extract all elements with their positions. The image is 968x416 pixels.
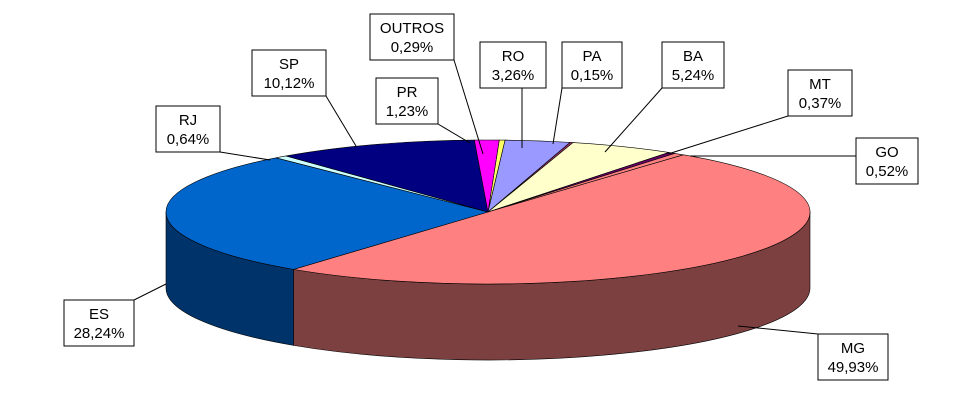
label-mg: MG 49,93% [817, 333, 889, 381]
label-value: 0,52% [866, 163, 909, 180]
label-leader-lines [133, 59, 856, 335]
label-box [479, 41, 547, 89]
label-pa: PA 0,15% [561, 41, 623, 89]
label-box [817, 333, 889, 381]
label-es: ES 28,24% [63, 299, 135, 347]
label-box [661, 41, 725, 89]
leader-pr [437, 123, 471, 144]
label-mt: MT 0,37% [787, 69, 853, 117]
leader-pa [552, 87, 563, 145]
label-value: 0,37% [799, 95, 842, 112]
leader-outros [453, 59, 484, 155]
label-category: PA [583, 48, 602, 65]
label-category: RO [502, 48, 525, 65]
label-category: MT [809, 76, 831, 93]
slice-sp [285, 139, 489, 213]
slice-pr [473, 139, 500, 213]
label-value: 0,29% [391, 39, 434, 56]
label-value: 0,15% [571, 67, 614, 84]
label-category: SP [279, 56, 299, 73]
pie-top-slices [165, 139, 810, 285]
label-box [375, 77, 439, 125]
slice-es [165, 157, 490, 270]
label-rj: RJ 0,64% [155, 105, 221, 153]
label-box [155, 105, 221, 153]
leader-es [133, 283, 167, 301]
label-value: 0,64% [167, 131, 210, 148]
label-value: 10,12% [264, 75, 315, 92]
label-sp: SP 10,12% [251, 49, 327, 97]
leader-sp [325, 95, 357, 147]
label-category: RJ [179, 112, 197, 129]
leader-ba [604, 87, 663, 153]
leader-rj [219, 151, 271, 161]
leader-mg [737, 325, 819, 335]
label-value: 5,24% [672, 67, 715, 84]
label-box [787, 69, 853, 117]
label-pr: PR 1,23% [375, 77, 439, 125]
label-value: 28,24% [74, 325, 125, 342]
label-outros: OUTROS 0,29% [369, 13, 455, 61]
label-value: 1,23% [386, 103, 429, 120]
label-value: 3,26% [492, 67, 535, 84]
label-box [561, 41, 623, 89]
label-category: BA [683, 48, 703, 65]
slice-labels: OUTROS 0,29% RO 3,26% PA 0,15% BA 5,24% MT 0,37% G… [63, 13, 919, 381]
label-box [369, 13, 455, 61]
label-category: PR [397, 84, 418, 101]
slice-mg [293, 154, 810, 285]
label-box [63, 299, 135, 347]
label-ro: RO 3,26% [479, 41, 547, 89]
label-value: 49,93% [828, 359, 879, 376]
leader-mt [667, 115, 789, 155]
label-go: GO 0,52% [855, 137, 919, 185]
label-box [855, 137, 919, 185]
label-category: ES [89, 306, 109, 323]
label-category: MG [841, 340, 865, 357]
label-box [251, 49, 327, 97]
label-category: GO [875, 144, 898, 161]
label-category: OUTROS [380, 20, 444, 37]
label-ba: BA 5,24% [661, 41, 725, 89]
